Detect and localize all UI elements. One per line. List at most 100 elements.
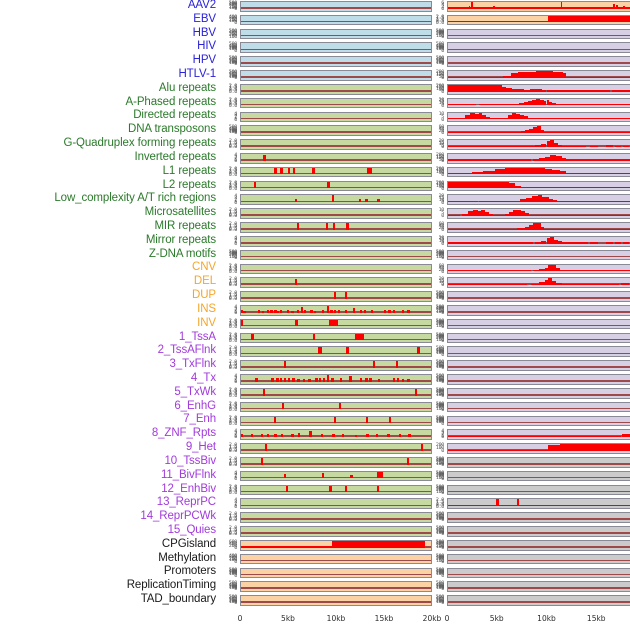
track-left-g-quadruplex-forming-repeats[interactable] — [240, 139, 432, 150]
track-right-low-complexity-a-t-rich-regions[interactable] — [447, 194, 630, 206]
track-right-ins[interactable] — [447, 305, 630, 316]
track-right-hiv[interactable] — [447, 42, 630, 54]
track-right-10-tssbiv[interactable] — [447, 457, 630, 468]
track-left-a-phased-repeats[interactable] — [240, 97, 432, 109]
track-left-hbv[interactable] — [240, 28, 432, 40]
track-bar — [541, 89, 547, 92]
track-left-tad-boundary[interactable] — [240, 595, 432, 606]
track-left-hiv[interactable] — [240, 42, 432, 54]
y-tick-label: 500 — [435, 525, 444, 531]
track-left-dup[interactable] — [240, 291, 432, 302]
track-left-alu-repeats[interactable] — [240, 83, 432, 95]
track-left-hpv[interactable] — [240, 56, 432, 67]
track-left-inv[interactable] — [240, 318, 432, 330]
track-left-htlv-1[interactable] — [240, 70, 432, 81]
track-right-1-tssa[interactable] — [447, 332, 630, 344]
track-right-microsatellites[interactable] — [447, 208, 630, 219]
track-left-mir-repeats[interactable] — [240, 222, 432, 233]
track-left-cnv[interactable] — [240, 263, 432, 275]
track-left-2-tssaflnk[interactable] — [240, 346, 432, 358]
left-track-panel: 500 400 300 200 100 0 400 300 200 100 0 500 400 300 20… — [216, 0, 441, 630]
track-right-cnv[interactable] — [447, 263, 630, 275]
y-tick-label: 500 — [435, 290, 444, 296]
y-tick-label: 1 — [234, 198, 237, 204]
track-left-15-quies[interactable] — [240, 526, 432, 537]
y-tick-label: 200 — [228, 4, 237, 10]
track-left-inverted-repeats[interactable] — [240, 153, 432, 164]
track-right-12-enhbiv[interactable] — [447, 484, 630, 496]
track-left-dna-transposons[interactable] — [240, 125, 432, 136]
track-left-13-reprpc[interactable] — [240, 498, 432, 510]
track-right-z-dna-motifs[interactable] — [447, 249, 630, 261]
track-right-hbv[interactable] — [447, 28, 630, 40]
track-right-inverted-repeats[interactable] — [447, 153, 630, 164]
track-right-replicationtiming[interactable] — [447, 581, 630, 592]
track-right-8-znf-rpts[interactable] — [447, 429, 630, 440]
track-right-del[interactable] — [447, 277, 630, 288]
track-left-3-txflnk[interactable] — [240, 360, 432, 371]
track-left-ebv[interactable] — [240, 14, 432, 26]
track-left-8-znf-rpts[interactable] — [240, 429, 432, 440]
track-right-5-txwk[interactable] — [447, 387, 630, 399]
track-left-l1-repeats[interactable] — [240, 166, 432, 178]
track-right-9-het[interactable] — [447, 443, 630, 454]
track-left-ins[interactable] — [240, 305, 432, 316]
track-left-12-enhbiv[interactable] — [240, 484, 432, 496]
track-left-promoters[interactable] — [240, 567, 432, 579]
track-left-mirror-repeats[interactable] — [240, 235, 432, 247]
y-tick-label: 1.0 — [228, 169, 237, 175]
track-right-hpv[interactable] — [447, 56, 630, 67]
track-right-l2-repeats[interactable] — [447, 180, 630, 192]
track-right-dup[interactable] — [447, 291, 630, 302]
track-right-6-enhg[interactable] — [447, 401, 630, 413]
track-right-dna-transposons[interactable] — [447, 125, 630, 136]
track-right-4-tx[interactable] — [447, 374, 630, 385]
track-right-tad-boundary[interactable] — [447, 595, 630, 606]
track-bar — [529, 71, 536, 78]
track-left-l2-repeats[interactable] — [240, 180, 432, 192]
track-left-z-dna-motifs[interactable] — [240, 249, 432, 261]
track-right-htlv-1[interactable] — [447, 70, 630, 81]
track-left-7-enh[interactable] — [240, 415, 432, 427]
track-left-aav2[interactable] — [240, 1, 432, 12]
track-left-6-enhg[interactable] — [240, 401, 432, 413]
track-right-alu-repeats[interactable] — [447, 83, 630, 95]
track-left-microsatellites[interactable] — [240, 208, 432, 219]
track-right-g-quadruplex-forming-repeats[interactable] — [447, 139, 630, 150]
track-left-10-tssbiv[interactable] — [240, 457, 432, 468]
track-right-methylation[interactable] — [447, 553, 630, 565]
track-left-methylation[interactable] — [240, 553, 432, 565]
track-right-inv[interactable] — [447, 318, 630, 330]
track-right-15-quies[interactable] — [447, 526, 630, 537]
track-left-9-het[interactable] — [240, 443, 432, 454]
track-right-ebv[interactable] — [447, 14, 630, 26]
track-left-5-txwk[interactable] — [240, 387, 432, 399]
track-right-mirror-repeats[interactable] — [447, 235, 630, 247]
track-right-14-reprpcwk[interactable] — [447, 512, 630, 523]
track-bar — [321, 473, 325, 479]
track-right-mir-repeats[interactable] — [447, 222, 630, 233]
track-bar — [448, 104, 476, 106]
track-left-11-bivflnk[interactable] — [240, 470, 432, 482]
track-right-7-enh[interactable] — [447, 415, 630, 427]
track-bar — [527, 101, 532, 106]
track-right-3-txflnk[interactable] — [447, 360, 630, 371]
track-left-14-reprpcwk[interactable] — [240, 512, 432, 523]
track-right-13-reprpc[interactable] — [447, 498, 630, 510]
track-right-aav2[interactable] — [447, 1, 630, 12]
track-right-a-phased-repeats[interactable] — [447, 97, 630, 109]
track-left-4-tx[interactable] — [240, 374, 432, 385]
track-left-cpgisland[interactable] — [240, 539, 432, 551]
track-right-11-bivflnk[interactable] — [447, 470, 630, 482]
track-left-low-complexity-a-t-rich-regions[interactable] — [240, 194, 432, 206]
track-right-promoters[interactable] — [447, 567, 630, 579]
track-right-l1-repeats[interactable] — [447, 166, 630, 178]
track-right-directed-repeats[interactable] — [447, 111, 630, 123]
track-left-replicationtiming[interactable] — [240, 581, 432, 592]
track-right-2-tssaflnk[interactable] — [447, 346, 630, 358]
track-left-1-tssa[interactable] — [240, 332, 432, 344]
track-left-directed-repeats[interactable] — [240, 111, 432, 123]
track-left-del[interactable] — [240, 277, 432, 288]
track-right-cpgisland[interactable] — [447, 539, 630, 551]
y-tick-label: 500 — [435, 401, 444, 407]
